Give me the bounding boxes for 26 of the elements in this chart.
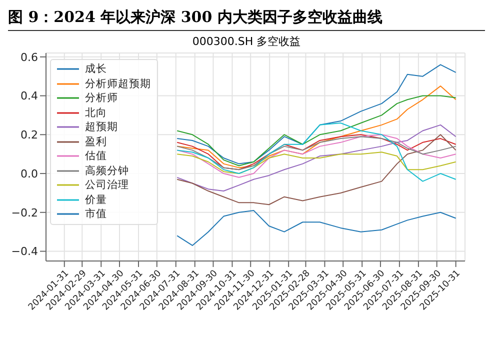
line-series (176, 134, 456, 178)
legend-label: 市值 (85, 207, 107, 222)
legend-label: 分析师超预期 (85, 76, 151, 91)
legend-label: 公司治理 (85, 178, 129, 192)
line-series (176, 124, 456, 192)
line-series (176, 122, 456, 182)
chart-subtitle: 000300.SH 多空收益 (191, 34, 302, 49)
legend-label: 超预期 (85, 120, 118, 134)
y-tick-label: 0.6 (20, 50, 38, 64)
legend-label: 成长 (85, 62, 107, 76)
legend-label: 北向 (85, 106, 107, 120)
legend-label: 高频分钟 (85, 164, 129, 178)
y-tick-label: 0.4 (20, 90, 38, 103)
line-series (176, 210, 456, 246)
chart-title: 图 9：2024 年以来沪深 300 内大类因子多空收益曲线 (8, 8, 485, 31)
y-tick-label: −0.4 (11, 245, 38, 258)
line-series (176, 134, 456, 206)
y-tick-label: 0.0 (20, 167, 38, 180)
line-series (176, 64, 456, 164)
legend-label: 盈利 (85, 134, 107, 149)
legend-label: 价量 (85, 192, 107, 207)
legend-label: 分析师 (85, 91, 118, 106)
y-tick-label: −0.2 (11, 206, 38, 220)
legend-label: 估值 (85, 149, 107, 164)
y-tick-label: 0.2 (20, 128, 38, 142)
line-series (176, 152, 456, 174)
